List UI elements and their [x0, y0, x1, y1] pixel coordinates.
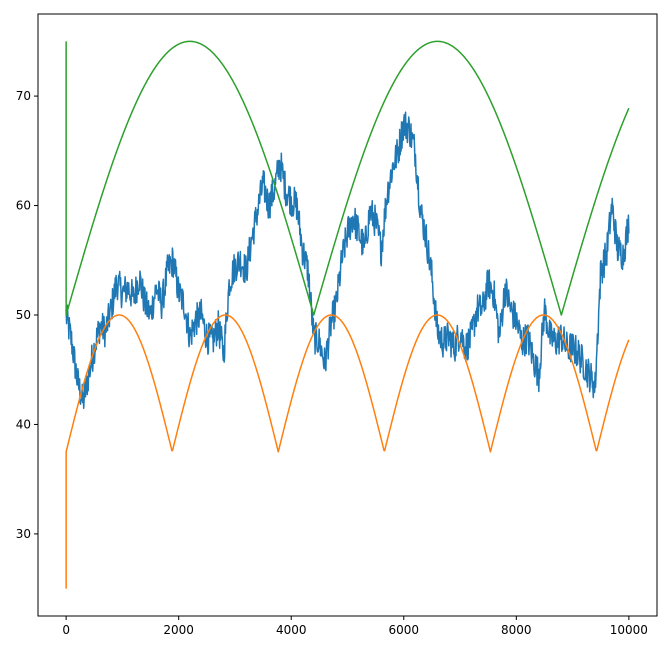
x-axis: 0 2000 4000 6000 8000 10000	[62, 616, 648, 637]
series-line-3	[65, 40, 630, 316]
y-tick-label: 60	[16, 199, 31, 213]
y-tick-label: 70	[16, 89, 31, 103]
x-tick-label: 2000	[163, 623, 194, 637]
series-layer	[65, 40, 630, 589]
y-tick-label: 40	[16, 417, 31, 431]
y-axis: 30 40 50 60 70	[16, 89, 38, 541]
x-tick-label: 0	[62, 623, 70, 637]
y-tick-label: 50	[16, 308, 31, 322]
x-tick-label: 4000	[276, 623, 307, 637]
x-tick-label: 8000	[501, 623, 532, 637]
x-tick-label: 10000	[610, 623, 648, 637]
plot-area	[38, 14, 657, 616]
plot-frame	[37, 13, 658, 617]
series-line-2	[65, 314, 630, 589]
series-line-1	[65, 111, 630, 410]
y-tick-label: 30	[16, 527, 31, 541]
x-tick-label: 6000	[388, 623, 419, 637]
